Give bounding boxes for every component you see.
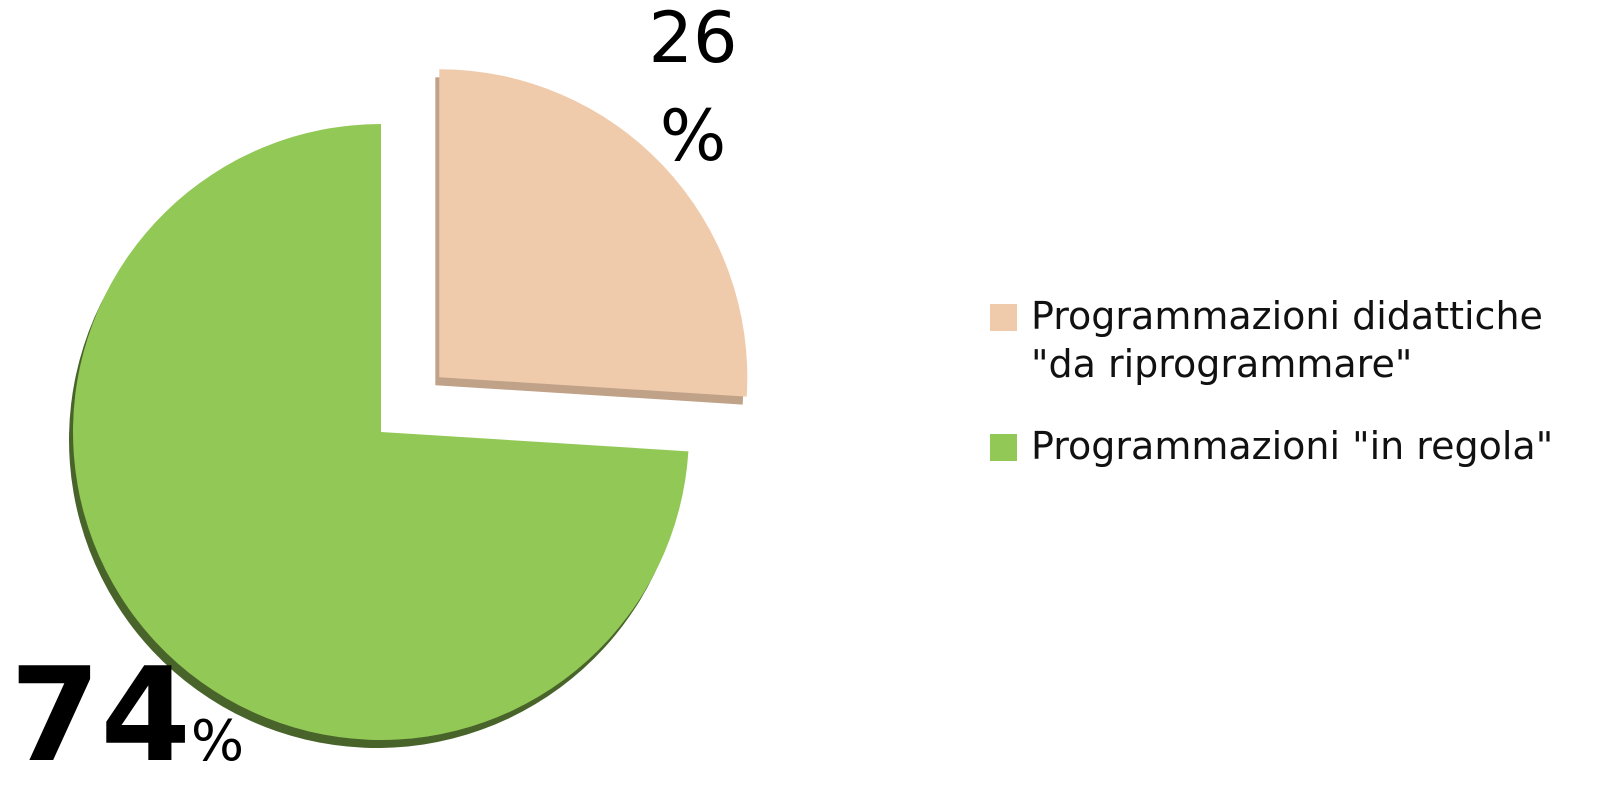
legend: Programmazioni didattiche "da riprogramm… xyxy=(990,292,1590,504)
legend-label: Programmazioni "in regola" xyxy=(1031,424,1554,468)
data-label: 26% xyxy=(648,0,737,177)
legend-item: Programmazioni "in regola" xyxy=(990,422,1590,470)
data-label: 74% xyxy=(10,639,244,786)
legend-swatch xyxy=(990,434,1017,461)
legend-swatch xyxy=(990,304,1017,331)
slice xyxy=(439,69,748,397)
slice xyxy=(72,124,689,740)
legend-label: Programmazioni didattiche "da riprogramm… xyxy=(1031,294,1543,386)
legend-item: Programmazioni didattiche "da riprogramm… xyxy=(990,292,1590,388)
